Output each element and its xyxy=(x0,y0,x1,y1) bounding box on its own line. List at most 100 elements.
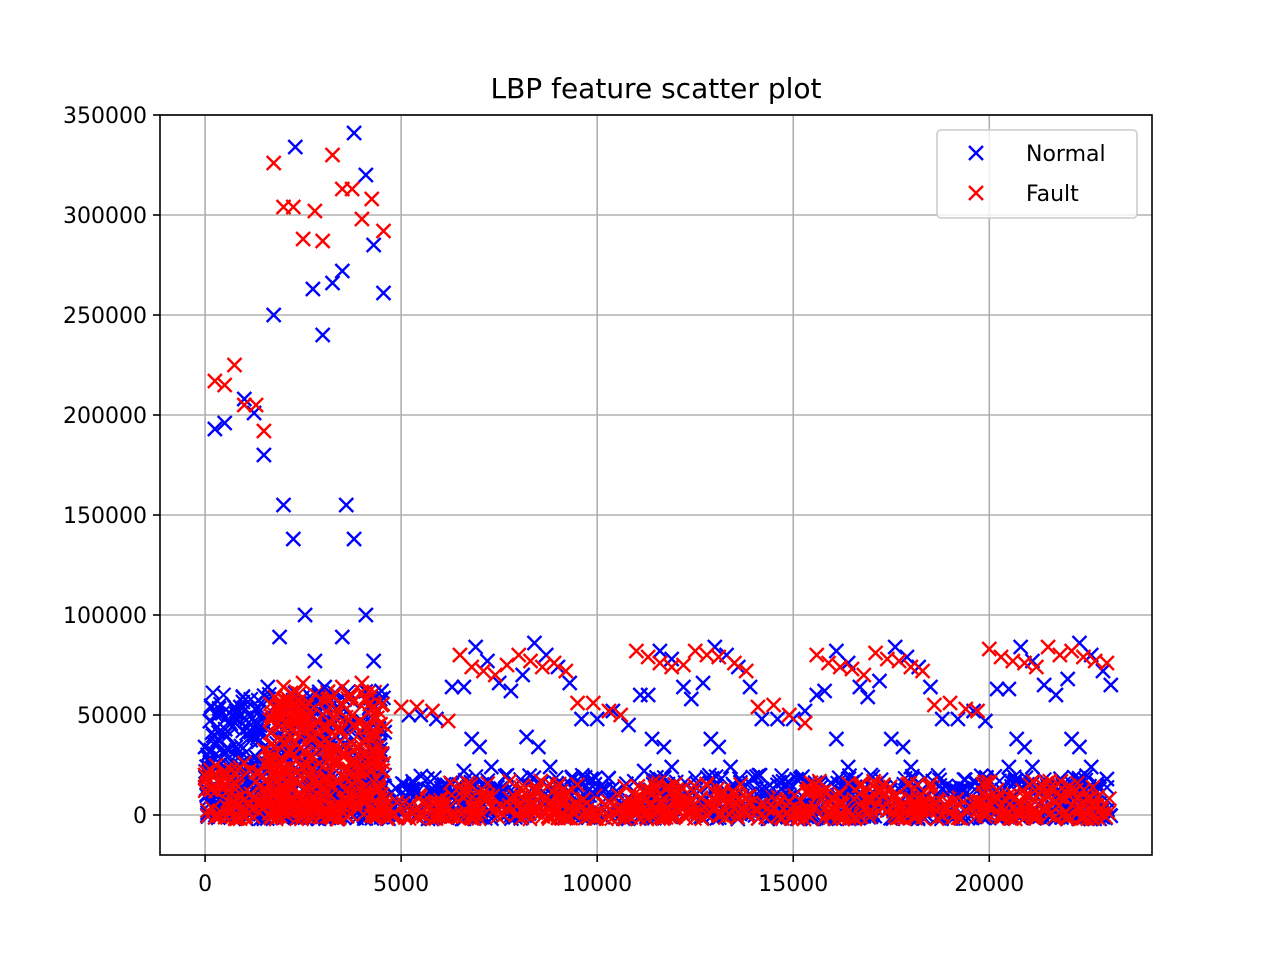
fault-point-40 xyxy=(557,663,574,679)
normal-point-47 xyxy=(561,675,578,691)
fault-point-35 xyxy=(499,657,515,673)
normal-point-109 xyxy=(883,731,900,747)
normal-point-1 xyxy=(207,421,223,437)
normal-point-49 xyxy=(589,711,606,727)
legend-marker-fault xyxy=(968,185,984,201)
normal-point-75 xyxy=(899,649,915,665)
normal-point-115 xyxy=(1024,759,1041,775)
normal-point-27 xyxy=(259,679,276,695)
normal-point-26 xyxy=(365,653,382,669)
normal-point-54 xyxy=(652,643,668,659)
fault-point-18 xyxy=(197,767,213,783)
normal-point-33 xyxy=(232,699,249,715)
fault-point-17 xyxy=(375,223,392,239)
normal-point-73 xyxy=(871,673,888,689)
fault-point-47 xyxy=(652,655,668,671)
normal-point-66 xyxy=(797,703,813,719)
fault-point-24 xyxy=(334,679,351,695)
normal-point-28 xyxy=(316,679,333,695)
normal-point-18 xyxy=(346,531,362,547)
fault-point-74 xyxy=(993,649,1009,665)
fault-point-14 xyxy=(344,181,360,197)
normal-point-43 xyxy=(514,667,531,683)
normal-point-119 xyxy=(1099,771,1115,787)
fault-point-45 xyxy=(628,643,645,659)
fault-point-21 xyxy=(275,679,292,695)
fault-point-58 xyxy=(797,715,813,731)
normal-point-112 xyxy=(1001,759,1017,775)
normal-point-100 xyxy=(636,763,653,779)
normal-point-91 xyxy=(1095,663,1111,679)
normal-point-14 xyxy=(324,275,341,291)
fault-point-22 xyxy=(295,675,311,691)
fault-point-67 xyxy=(903,659,919,675)
normal-point-38 xyxy=(456,679,472,695)
fault-point-72 xyxy=(969,703,986,719)
normal-point-0 xyxy=(197,739,213,755)
fault-point-6 xyxy=(265,155,282,171)
fault-point-52 xyxy=(710,649,727,665)
normal-point-118 xyxy=(1083,759,1100,775)
normal-point-9 xyxy=(285,531,302,547)
fault-point-39 xyxy=(546,655,562,671)
fault-point-83 xyxy=(1099,655,1115,671)
normal-point-6 xyxy=(256,447,272,463)
normal-point-97 xyxy=(518,729,535,745)
normal-point-41 xyxy=(491,675,508,691)
normal-point-83 xyxy=(1001,681,1017,697)
fault-point-12 xyxy=(324,147,341,163)
normal-point-22 xyxy=(271,629,288,645)
normal-point-99 xyxy=(542,759,558,775)
normal-point-50 xyxy=(605,703,621,719)
normal-point-12 xyxy=(305,281,321,297)
fault-point-55 xyxy=(750,699,766,715)
normal-point-13 xyxy=(314,327,331,343)
normal-point-39 xyxy=(467,639,484,655)
fault-point-9 xyxy=(295,231,311,247)
legend-label-normal: Normal xyxy=(1026,142,1106,167)
fault-point-49 xyxy=(675,657,692,673)
x-tick-label-3: 15000 xyxy=(758,872,828,897)
fault-point-43 xyxy=(601,703,617,719)
normal-point-11 xyxy=(297,607,313,623)
fault-point-73 xyxy=(981,641,998,657)
legend-box xyxy=(936,129,1138,219)
normal-point-17 xyxy=(346,125,362,141)
normal-point-105 xyxy=(710,739,727,755)
fault-point-46 xyxy=(640,649,657,665)
normal-point-2 xyxy=(216,415,233,431)
normal-point-82 xyxy=(989,681,1005,697)
fault-point-77 xyxy=(1028,659,1045,675)
normal-point-32 xyxy=(209,735,225,751)
dense-band-5 xyxy=(432,773,586,827)
normal-point-24 xyxy=(334,629,351,645)
fault-point-33 xyxy=(475,663,492,679)
normal-point-20 xyxy=(365,237,382,253)
fault-point-20 xyxy=(236,755,253,771)
fault-point-69 xyxy=(926,697,943,713)
fault-point-23 xyxy=(314,707,331,723)
normal-point-56 xyxy=(675,679,692,695)
fault-point-32 xyxy=(463,659,480,675)
normal-point-71 xyxy=(852,679,868,695)
normal-point-21 xyxy=(375,285,392,301)
normal-point-52 xyxy=(632,687,649,703)
fault-point-28 xyxy=(408,699,425,715)
dense-band-11 xyxy=(974,773,1118,827)
fault-point-42 xyxy=(585,695,602,711)
fault-point-8 xyxy=(285,199,302,215)
fault-point-26 xyxy=(373,697,390,713)
normal-point-79 xyxy=(950,711,966,727)
normal-point-124 xyxy=(754,781,770,797)
legend-marker-normal xyxy=(968,145,984,161)
y-tick-label-6: 300000 xyxy=(63,204,147,229)
fault-point-76 xyxy=(1016,655,1033,671)
x-tick-label-0: 0 xyxy=(198,872,212,897)
fault-point-81 xyxy=(1075,649,1092,665)
normal-point-95 xyxy=(471,739,488,755)
y-tick-label-0: 0 xyxy=(133,804,147,829)
normal-point-72 xyxy=(859,689,876,705)
fault-point-30 xyxy=(440,713,457,729)
chart-title: LBP feature scatter plot xyxy=(491,72,822,105)
normal-point-86 xyxy=(1036,677,1053,693)
